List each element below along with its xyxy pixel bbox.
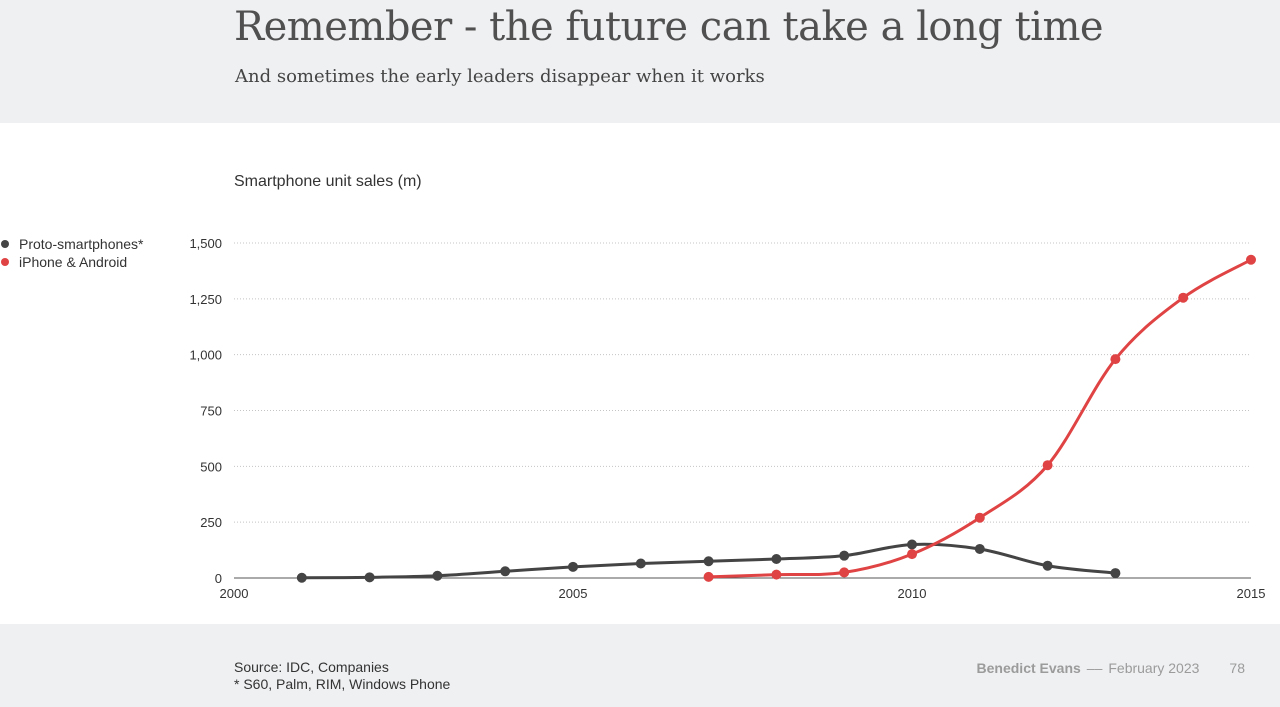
- data-point-proto: [907, 539, 917, 550]
- legend-label-proto: Proto-smartphones*: [19, 236, 144, 252]
- chart-title: Smartphone unit sales (m): [234, 173, 422, 190]
- data-point-iphone-android: [839, 567, 850, 578]
- data-point-proto: [296, 572, 307, 583]
- page-title: Remember - the future can take a long ti…: [234, 4, 1104, 50]
- data-point-proto: [1042, 560, 1053, 571]
- data-point-iphone-android: [771, 569, 782, 580]
- data-point-iphone-android: [907, 549, 917, 560]
- data-point-proto: [771, 554, 782, 565]
- data-point-proto: [974, 543, 985, 554]
- data-point-proto: [635, 558, 646, 569]
- x-tick-label: 2000: [220, 586, 249, 601]
- data-point-iphone-android: [1110, 354, 1121, 365]
- legend-item-proto: Proto-smartphones*: [0, 235, 144, 253]
- data-point-iphone-android: [1178, 292, 1189, 303]
- x-tick-label: 2015: [1237, 586, 1266, 601]
- data-point-proto: [839, 550, 850, 561]
- data-point-proto: [500, 566, 511, 577]
- y-tick-label: 1,250: [189, 292, 222, 307]
- y-tick-label: 500: [200, 459, 222, 474]
- data-point-iphone-android: [1042, 460, 1053, 471]
- data-point-iphone-android: [703, 571, 714, 582]
- series-line-iphone-android: [707, 258, 1253, 579]
- data-point-proto: [432, 570, 443, 581]
- data-point-proto: [568, 561, 578, 572]
- footer-credit: Benedict Evans –– February 2023 78: [977, 660, 1245, 676]
- x-tick-label: 2005: [559, 586, 588, 601]
- legend-swatch-proto: [1, 240, 9, 248]
- author-name: Benedict Evans: [976, 660, 1081, 676]
- y-tick-label: 750: [200, 404, 222, 419]
- header-band: [0, 0, 1280, 123]
- chart-legend: Proto-smartphones* iPhone & Android: [0, 235, 144, 271]
- source-line: Source: IDC, Companies: [234, 659, 389, 675]
- data-point-proto: [1110, 568, 1121, 579]
- footnote-line: * S60, Palm, RIM, Windows Phone: [234, 676, 451, 692]
- x-tick-label: 2010: [898, 586, 927, 601]
- line-chart: 0 250 500 750 1,000 1,250 1,500 2000 2005 2010 201…: [189, 236, 1266, 601]
- y-tick-label: 1,500: [189, 236, 222, 251]
- y-tick-label: 1,000: [189, 348, 222, 363]
- data-point-iphone-android: [974, 512, 985, 523]
- legend-swatch-iphone-android: [1, 258, 9, 266]
- page-number: 78: [1229, 660, 1245, 676]
- footer-date: February 2023: [1108, 660, 1200, 676]
- page-subtitle: And sometimes the early leaders disappea…: [235, 66, 765, 87]
- legend-item-iphone-android: iPhone & Android: [0, 253, 144, 271]
- y-tick-label: 250: [200, 515, 222, 530]
- data-point-iphone-android: [1246, 254, 1256, 265]
- data-point-proto: [703, 556, 714, 567]
- footer-separator: ––: [1086, 660, 1103, 676]
- footer-band: [0, 624, 1280, 707]
- legend-label-iphone-android: iPhone & Android: [19, 254, 128, 270]
- source-note: Source: IDC, Companies * S60, Palm, RIM,…: [234, 659, 450, 693]
- data-point-proto: [364, 572, 375, 583]
- y-tick-label: 0: [215, 571, 222, 586]
